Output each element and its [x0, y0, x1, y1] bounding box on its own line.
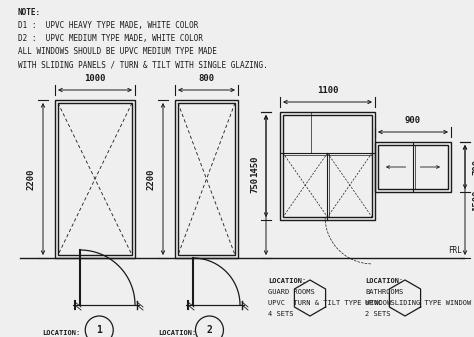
Bar	[378, 145, 448, 189]
Bar	[280, 112, 375, 220]
Text: GUARD ROOMS: GUARD ROOMS	[268, 289, 315, 295]
Bar	[175, 100, 238, 258]
Text: UPVC  TURN & TILT TYPE WINDOW: UPVC TURN & TILT TYPE WINDOW	[268, 300, 391, 306]
Text: NOTE:: NOTE:	[18, 8, 41, 17]
Bar	[178, 103, 235, 255]
Text: LOCATION:: LOCATION:	[42, 330, 80, 336]
Text: D1 :  UPVC HEAVY TYPE MADE, WHITE COLOR: D1 : UPVC HEAVY TYPE MADE, WHITE COLOR	[18, 21, 199, 30]
Text: LOCATION:: LOCATION:	[158, 330, 196, 336]
Text: 700: 700	[472, 159, 474, 175]
Text: 1: 1	[96, 325, 102, 335]
Text: 1000: 1000	[84, 74, 106, 83]
Bar	[283, 115, 372, 217]
Bar	[55, 100, 135, 258]
Text: LOCATION:: LOCATION:	[365, 278, 403, 284]
Text: BATHROOMS: BATHROOMS	[365, 289, 403, 295]
Text: 2 SETS: 2 SETS	[365, 311, 391, 317]
Text: WITH SLIDING PANELS / TURN & TILT WITH SINGLE GLAZING.: WITH SLIDING PANELS / TURN & TILT WITH S…	[18, 60, 268, 69]
Bar	[375, 142, 451, 192]
Text: UPVC  SLIDING TYPE WINDOW: UPVC SLIDING TYPE WINDOW	[365, 300, 471, 306]
Text: D2 :  UPVC MEDIUM TYPE MADE, WHITE COLOR: D2 : UPVC MEDIUM TYPE MADE, WHITE COLOR	[18, 34, 203, 43]
Bar	[58, 103, 132, 255]
Text: 2200: 2200	[27, 168, 36, 190]
Text: 900: 900	[405, 116, 421, 125]
Text: 2200: 2200	[147, 168, 156, 190]
Text: 4 SETS: 4 SETS	[268, 311, 293, 317]
Text: 1100: 1100	[317, 86, 338, 95]
Text: ALL WINDOWS SHOULD BE UPVC MEDIUM TYPE MADE: ALL WINDOWS SHOULD BE UPVC MEDIUM TYPE M…	[18, 47, 217, 56]
Text: FRL: FRL	[448, 246, 462, 255]
Text: 750: 750	[250, 177, 259, 193]
Text: 1500: 1500	[472, 189, 474, 211]
Text: 2: 2	[207, 325, 212, 335]
Text: 1450: 1450	[250, 155, 259, 177]
Text: LOCATION:: LOCATION:	[268, 278, 306, 284]
Text: 800: 800	[199, 74, 215, 83]
